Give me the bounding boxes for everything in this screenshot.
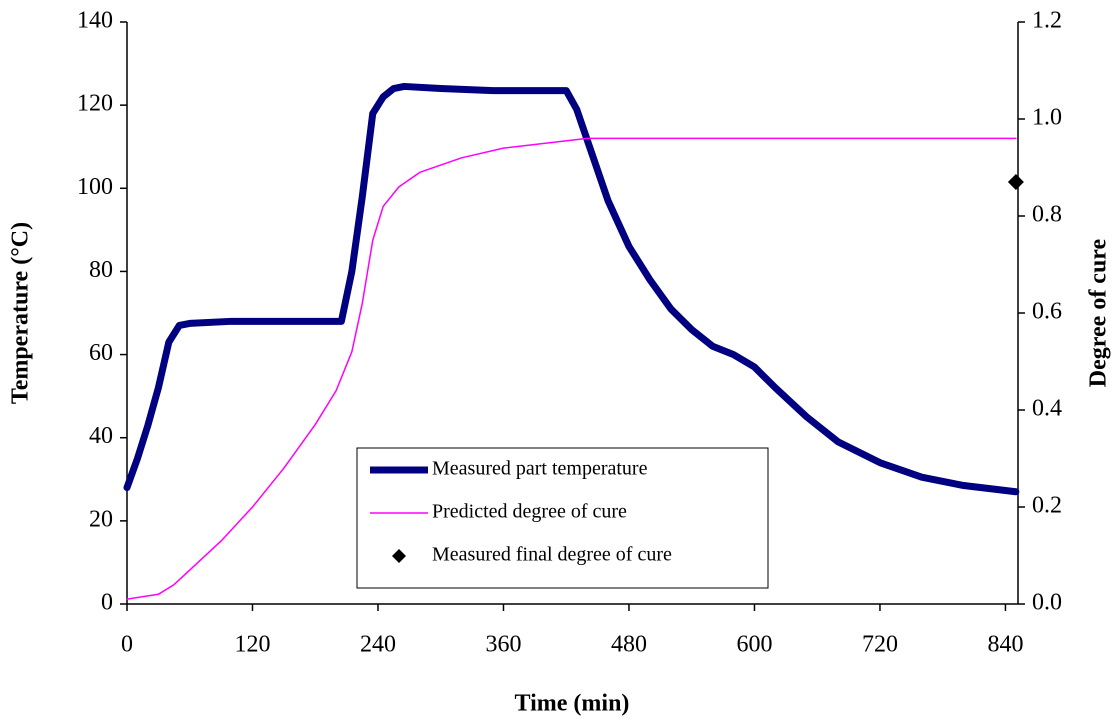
legend-label: Measured final degree of cure: [432, 544, 672, 566]
y-tick-label: 120: [77, 91, 113, 117]
y2-axis-label: Degree of cure: [1086, 238, 1112, 387]
y-tick-label: 60: [89, 340, 113, 366]
y2-tick-label: 1.2: [1032, 8, 1062, 34]
y-axis-label: Temperature (°C): [8, 222, 34, 404]
x-tick-label: 0: [121, 632, 133, 658]
y-tick-label: 140: [77, 8, 113, 34]
marker: [1007, 174, 1024, 191]
y-tick-label: 20: [89, 506, 113, 532]
legend-swatch: [392, 549, 406, 563]
y2-tick-label: 0.4: [1032, 396, 1062, 422]
y-tick-label: 80: [89, 257, 113, 283]
legend-label: Measured part temperature: [432, 458, 648, 480]
x-tick-label: 840: [987, 632, 1023, 658]
y2-tick-label: 0.6: [1032, 299, 1062, 325]
y-tick-label: 0: [101, 590, 113, 616]
x-axis-label: Time (min): [515, 691, 630, 717]
series-line: [123, 82, 1020, 496]
y2-tick-label: 0.8: [1032, 202, 1062, 228]
legend-label: Predicted degree of cure: [432, 501, 627, 523]
y2-tick-label: 1.0: [1032, 105, 1062, 131]
x-tick-label: 360: [485, 632, 521, 658]
y2-tick-label: 0.0: [1032, 590, 1062, 616]
x-tick-label: 600: [736, 632, 772, 658]
x-tick-label: 120: [234, 632, 270, 658]
y-tick-label: 40: [89, 423, 113, 449]
x-tick-label: 240: [360, 632, 396, 658]
y-tick-label: 100: [77, 174, 113, 200]
y2-tick-label: 0.2: [1032, 493, 1062, 519]
x-tick-label: 720: [862, 632, 898, 658]
x-tick-label: 480: [611, 632, 647, 658]
series-line: [126, 137, 1017, 600]
